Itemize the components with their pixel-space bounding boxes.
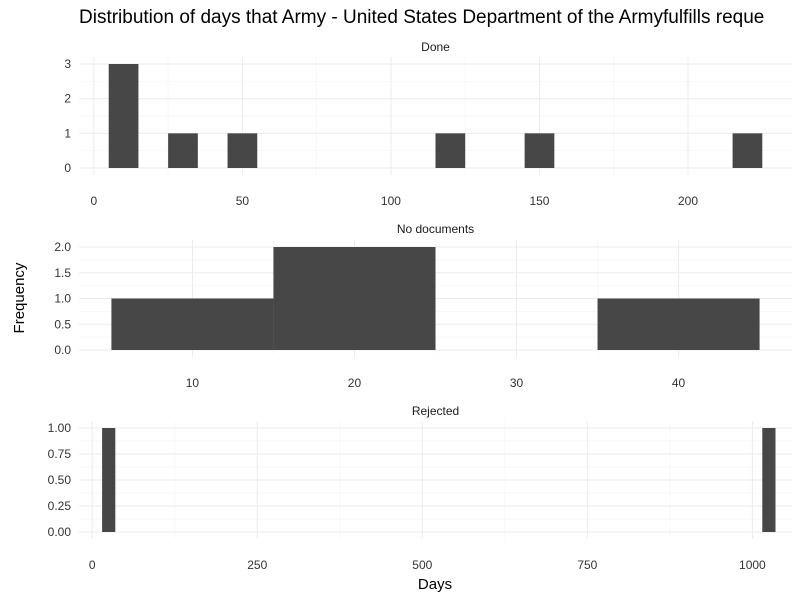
- histogram-bar: [108, 64, 139, 168]
- x-tick-label: 150: [529, 194, 549, 208]
- facet-panels: 0 50 100 150 200 0 1 2 3 Done 10 20 30 40 0.0 0.5 1.0 1.5…: [48, 40, 792, 572]
- histogram-bar: [732, 133, 763, 168]
- x-tick-label: 1000: [739, 558, 766, 572]
- x-tick-label: 10: [186, 376, 200, 390]
- histogram-bar: [762, 428, 776, 532]
- y-tick-label: 0.0: [54, 343, 71, 357]
- facet-panel-2: 0 250 500 750 1000 0.00 0.25 0.50 0.75 1.00 Reject…: [48, 404, 792, 572]
- y-tick-label: 0.25: [48, 499, 72, 513]
- y-tick-label: 2.0: [54, 240, 71, 254]
- y-tick-label: 1.00: [48, 421, 72, 435]
- x-tick-label: 30: [510, 376, 524, 390]
- histogram-bar: [597, 298, 760, 350]
- y-tick-label: 3: [64, 57, 71, 71]
- histogram-bar: [168, 133, 198, 168]
- x-tick-label: 500: [412, 558, 432, 572]
- facet-strip-label: Done: [421, 40, 450, 54]
- x-axis-title: Days: [418, 576, 452, 593]
- y-tick-label: 1.0: [54, 292, 71, 306]
- y-tick-label: 1: [64, 126, 71, 140]
- histogram-bar: [524, 133, 555, 168]
- y-tick-label: 0.75: [48, 447, 72, 461]
- histogram-bar: [227, 133, 258, 168]
- histogram-bar: [111, 298, 274, 350]
- y-tick-label: 0: [64, 161, 71, 175]
- x-tick-label: 750: [577, 558, 597, 572]
- chart-title: Distribution of days that Army - United …: [79, 7, 764, 28]
- histogram-bar: [435, 133, 466, 168]
- x-tick-label: 0: [91, 194, 98, 208]
- facet-strip-label: No documents: [397, 222, 474, 236]
- facet-panel-0: 0 50 100 150 200 0 1 2 3 Done: [64, 40, 792, 208]
- x-tick-label: 100: [381, 194, 401, 208]
- x-tick-label: 40: [672, 376, 686, 390]
- y-tick-label: 0.00: [48, 525, 72, 539]
- facet-strip-label: Rejected: [412, 404, 459, 418]
- y-tick-label: 2: [64, 92, 71, 106]
- x-tick-label: 250: [247, 558, 267, 572]
- histogram-bar: [102, 428, 116, 532]
- x-tick-label: 20: [348, 376, 362, 390]
- histogram-bar: [273, 247, 436, 350]
- y-axis-title: Frequency: [11, 262, 28, 333]
- x-tick-label: 200: [678, 194, 698, 208]
- facet-panel-1: 10 20 30 40 0.0 0.5 1.0 1.5 2.0 No documents: [54, 222, 792, 390]
- y-tick-label: 0.5: [54, 317, 71, 331]
- x-tick-label: 50: [236, 194, 250, 208]
- y-tick-label: 1.5: [54, 266, 71, 280]
- x-tick-label: 0: [89, 558, 96, 572]
- y-tick-label: 0.50: [48, 473, 72, 487]
